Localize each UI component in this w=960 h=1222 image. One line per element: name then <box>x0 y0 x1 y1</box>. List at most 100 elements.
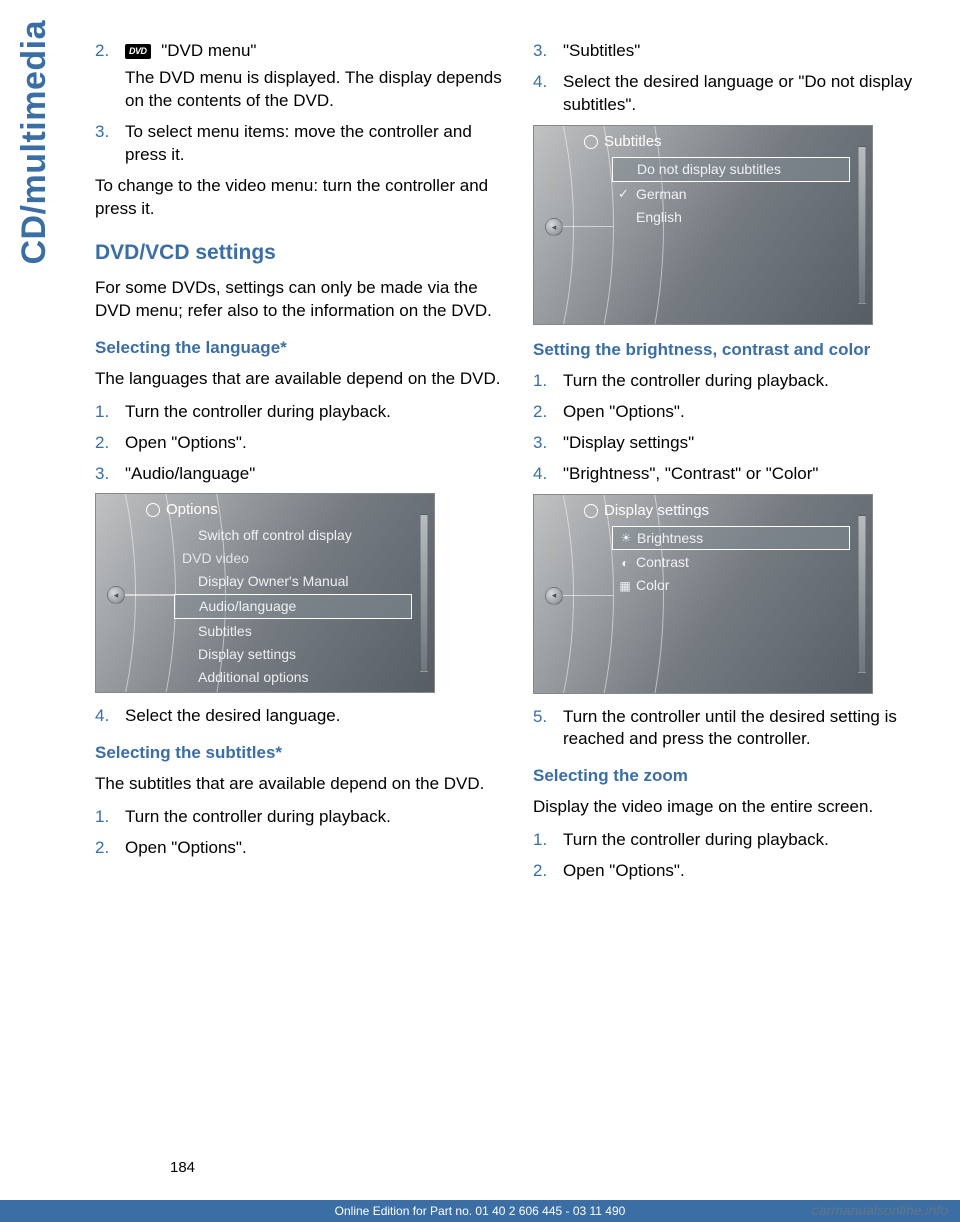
list-item: 3."Audio/language" <box>95 463 505 486</box>
paragraph: The subtitles that are available depend … <box>95 773 505 796</box>
list-item: 4.Select the desired language. <box>95 705 505 728</box>
menu-row: DVD video <box>174 547 412 570</box>
list-body: Turn the controller during playback. <box>563 829 943 852</box>
step-number: 4. <box>95 705 125 728</box>
screenshot-menu: Switch off control displayDVD videoDispl… <box>174 524 412 688</box>
step-number: 1. <box>95 806 125 829</box>
list-body: "Audio/language" <box>125 463 505 486</box>
subsection-heading: Setting the brightness, contrast and col… <box>533 339 943 362</box>
steps-list: 1.Turn the controller during playback. 2… <box>533 370 943 486</box>
paragraph: Display the video image on the entire sc… <box>533 796 943 819</box>
list-body: Open "Options". <box>563 860 943 883</box>
list-item: 1.Turn the controller during playback. <box>533 370 943 393</box>
list-item: 1.Turn the controller during playback. <box>95 806 505 829</box>
list-item: 2.Open "Options". <box>533 860 943 883</box>
list-body: Open "Options". <box>125 837 505 860</box>
menu-row: ☀Brightness <box>612 526 850 551</box>
list-body: Open "Options". <box>563 401 943 424</box>
step-number: 1. <box>95 401 125 424</box>
steps-list: 3."Subtitles" 4.Select the desired langu… <box>533 40 943 117</box>
list-item: 2.Open "Options". <box>95 837 505 860</box>
menu-row: German <box>612 183 850 206</box>
steps-list: 5.Turn the controller until the desired … <box>533 706 943 752</box>
list-body: "Display settings" <box>563 432 943 455</box>
list-body: Turn the controller during playback. <box>563 370 943 393</box>
list-item: 2. DVD "DVD menu" The DVD menu is displa… <box>95 40 505 113</box>
menu-row: Additional options <box>174 666 412 689</box>
display-settings-screenshot: ◂ Display settings ☀Brightness◐Contrast▦… <box>533 494 873 694</box>
list-body: "Brightness", "Contrast" or "Color" <box>563 463 943 486</box>
step-number: 3. <box>533 40 563 63</box>
step-number: 2. <box>95 432 125 455</box>
step-number: 4. <box>533 463 563 486</box>
page-number: 184 <box>170 1158 195 1178</box>
menu-row: Display Owner's Manual <box>174 570 412 593</box>
step-text: "DVD menu" <box>157 41 257 60</box>
list-body: Select the desired language. <box>125 705 505 728</box>
steps-list: 1.Turn the controller during playback. 2… <box>533 829 943 883</box>
header-icon <box>584 504 598 518</box>
step-subtext: The DVD menu is displayed. The display d… <box>125 67 505 113</box>
list-item: 1.Turn the controller during playback. <box>533 829 943 852</box>
list-body: Open "Options". <box>125 432 505 455</box>
list-item: 2.Open "Options". <box>95 432 505 455</box>
step-number: 2. <box>95 40 125 113</box>
step-number: 3. <box>95 121 125 167</box>
screenshot-menu: Do not display subtitlesGermanEnglish <box>612 156 850 229</box>
list-item: 1.Turn the controller during playback. <box>95 401 505 424</box>
list-item: 2.Open "Options". <box>533 401 943 424</box>
menu-row: ◐Contrast <box>612 551 850 574</box>
initial-list: 2. DVD "DVD menu" The DVD menu is displa… <box>95 40 505 167</box>
step-number: 2. <box>95 837 125 860</box>
list-item: 4."Brightness", "Contrast" or "Color" <box>533 463 943 486</box>
section-heading: DVD/VCD settings <box>95 239 505 267</box>
subsection-heading: Selecting the zoom <box>533 765 943 788</box>
content-area: 2. DVD "DVD menu" The DVD menu is displa… <box>95 40 945 891</box>
screenshot-header: Subtitles <box>604 132 662 152</box>
screenshot-header: Display settings <box>604 501 709 521</box>
list-body: Turn the controller until the desired se… <box>563 706 943 752</box>
list-item: 3."Subtitles" <box>533 40 943 63</box>
header-icon <box>584 135 598 149</box>
menu-row: Subtitles <box>174 620 412 643</box>
list-body: Turn the controller during playback. <box>125 806 505 829</box>
paragraph: To change to the video menu: turn the co… <box>95 175 505 221</box>
screenshot-header: Options <box>166 500 218 520</box>
steps-list: 1.Turn the controller during playback. 2… <box>95 806 505 860</box>
step-number: 1. <box>533 829 563 852</box>
left-column: 2. DVD "DVD menu" The DVD menu is displa… <box>95 40 505 891</box>
screenshot-menu: ☀Brightness◐Contrast▦Color <box>612 525 850 598</box>
menu-row: Switch off control display <box>174 524 412 547</box>
subsection-heading: Selecting the language* <box>95 337 505 360</box>
list-body: "Subtitles" <box>563 40 943 63</box>
list-item: 5.Turn the controller until the desired … <box>533 706 943 752</box>
dvd-icon: DVD <box>125 44 151 58</box>
list-body: Select the desired language or "Do not d… <box>563 71 943 117</box>
steps-list: 4.Select the desired language. <box>95 705 505 728</box>
step-number: 4. <box>533 71 563 117</box>
knob-icon: ◂ <box>545 218 563 236</box>
menu-row: Audio/language <box>174 594 412 619</box>
watermark: carmanualsonline.info <box>812 1201 948 1220</box>
list-body: Turn the controller during playback. <box>125 401 505 424</box>
knob-icon: ◂ <box>545 587 563 605</box>
menu-row: Do not display subtitles <box>612 157 850 182</box>
step-number: 5. <box>533 706 563 752</box>
right-column: 3."Subtitles" 4.Select the desired langu… <box>533 40 943 891</box>
steps-list: 1.Turn the controller during playback. 2… <box>95 401 505 486</box>
paragraph: The languages that are available depend … <box>95 368 505 391</box>
list-item: 3."Display settings" <box>533 432 943 455</box>
subsection-heading: Selecting the subtitles* <box>95 742 505 765</box>
list-item: 4.Select the desired language or "Do not… <box>533 71 943 117</box>
step-number: 2. <box>533 860 563 883</box>
side-tab: CD/multimedia <box>12 20 58 265</box>
list-body: DVD "DVD menu" The DVD menu is displayed… <box>125 40 505 113</box>
step-number: 2. <box>533 401 563 424</box>
menu-row: English <box>612 206 850 229</box>
menu-row: Display settings <box>174 643 412 666</box>
step-number: 3. <box>533 432 563 455</box>
list-item: 3. To select menu items: move the contro… <box>95 121 505 167</box>
step-number: 1. <box>533 370 563 393</box>
step-number: 3. <box>95 463 125 486</box>
menu-row: ▦Color <box>612 574 850 597</box>
